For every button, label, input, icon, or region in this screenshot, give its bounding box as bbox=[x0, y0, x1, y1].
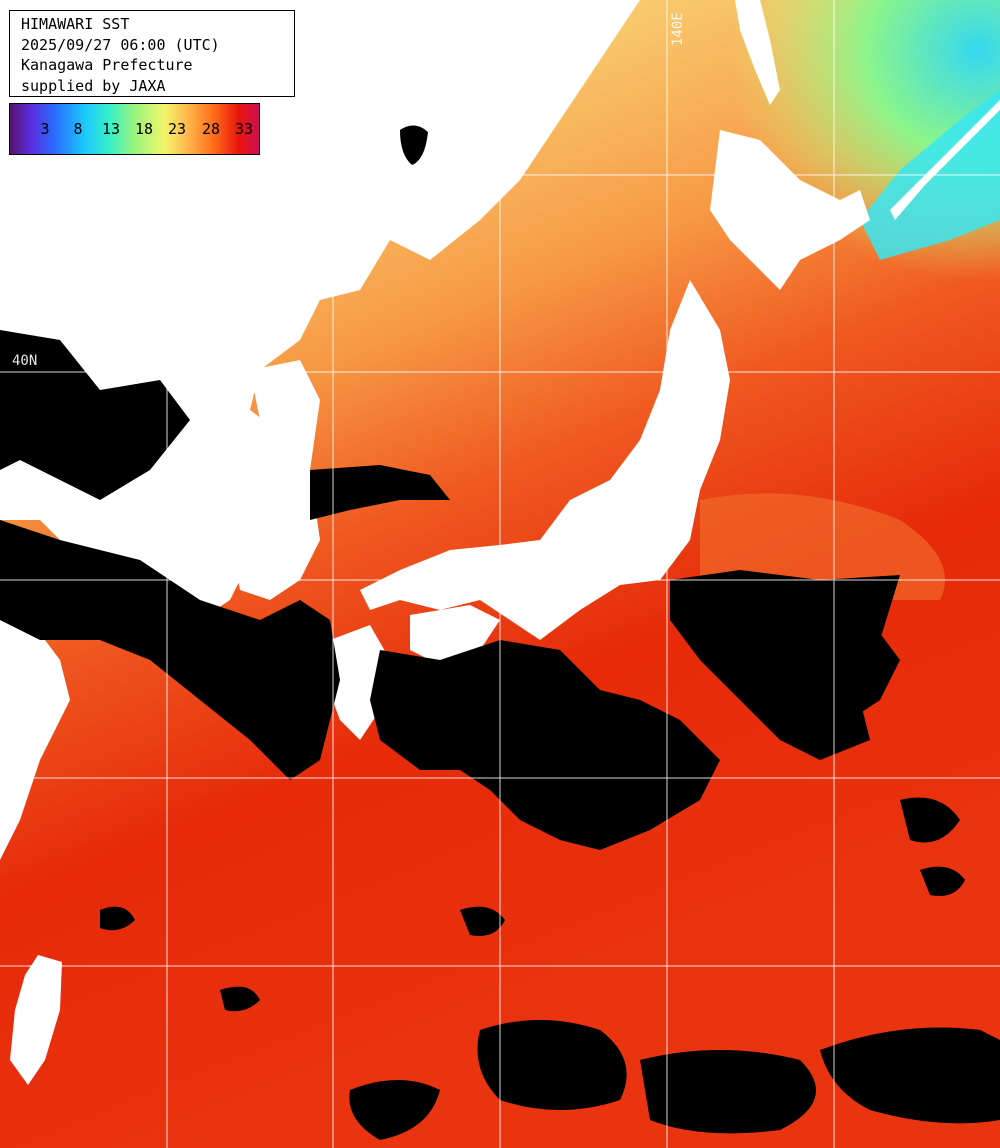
colorbar-tick-8: 8 bbox=[73, 120, 83, 138]
cloud-east-strip bbox=[820, 620, 900, 720]
island-north bbox=[400, 125, 428, 165]
cloud-south-2 bbox=[640, 1050, 816, 1134]
cloud-scatter-1 bbox=[460, 906, 505, 936]
cloud-pacific-east bbox=[670, 570, 900, 760]
asian-continent bbox=[0, 0, 640, 620]
colorbar-tick-13: 13 bbox=[101, 120, 121, 138]
cloud-far-east bbox=[900, 797, 960, 843]
cloud-scatter-3 bbox=[100, 906, 135, 931]
korean-peninsula bbox=[230, 360, 320, 600]
cloud-south-1 bbox=[477, 1020, 627, 1110]
cloud-yellow-sea bbox=[0, 520, 340, 780]
colorbar-tick-33: 33 bbox=[234, 120, 254, 138]
taiwan bbox=[10, 955, 62, 1085]
hokkaido bbox=[710, 130, 870, 290]
cloud-scatter-2 bbox=[220, 986, 260, 1012]
colorbar-tick-18: 18 bbox=[134, 120, 154, 138]
temperature-colorbar: 3 8 13 18 23 28 33 bbox=[9, 103, 260, 155]
cloud-scatter-4 bbox=[920, 866, 965, 896]
colorbar-tick-3: 3 bbox=[40, 120, 50, 138]
colorbar-tick-28: 28 bbox=[201, 120, 221, 138]
title-line-region: Kanagawa Prefecture bbox=[21, 56, 193, 74]
land bbox=[0, 0, 1000, 1085]
title-line-credit: supplied by JAXA bbox=[21, 76, 166, 95]
honshu bbox=[360, 280, 730, 640]
colorbar-tick-23: 23 bbox=[167, 120, 187, 138]
cloud-south-3 bbox=[820, 1027, 1000, 1124]
title-line-product: HIMAWARI SST bbox=[21, 15, 130, 33]
title-box: HIMAWARI SST 2025/09/27 06:00 (UTC) Kana… bbox=[9, 10, 295, 97]
cloud-cover bbox=[0, 330, 1000, 1140]
cloud-southwest-japan bbox=[370, 640, 720, 850]
lon-140e-label: 140E bbox=[670, 12, 686, 46]
sakhalin bbox=[735, 0, 780, 105]
china-coast bbox=[0, 600, 70, 860]
cloud-south-4 bbox=[349, 1080, 440, 1140]
kuril-islands bbox=[890, 100, 1000, 220]
cloud-korea-strait bbox=[310, 465, 450, 520]
lat-40n-label: 40N bbox=[12, 353, 38, 369]
lat-30n-label: 30N bbox=[12, 760, 38, 776]
title-line-datetime: 2025/09/27 06:00 (UTC) bbox=[21, 35, 220, 54]
